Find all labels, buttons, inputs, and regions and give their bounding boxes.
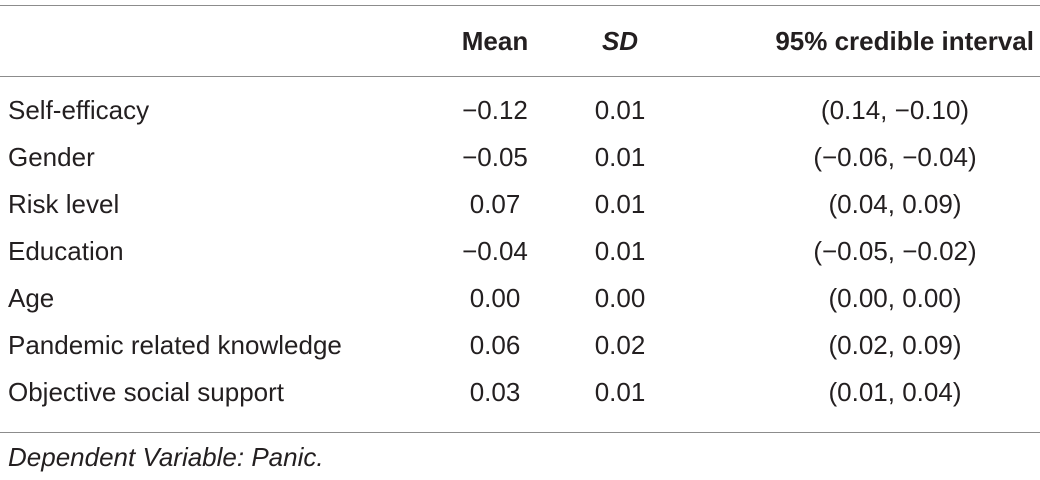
cell-variable: Age bbox=[8, 283, 55, 313]
cell-sd: 0.00 bbox=[594, 283, 646, 313]
table-row: Education −0.04 0.01 (−0.05, −0.02) bbox=[0, 228, 1040, 275]
table-row: Objective social support 0.03 0.01 (0.01… bbox=[0, 369, 1040, 416]
header-rule bbox=[0, 76, 1040, 77]
cell-variable: Self-efficacy bbox=[8, 94, 150, 125]
cell-credible-interval: (0.00, 0.00) bbox=[828, 283, 962, 313]
cell-credible-interval: (0.04, 0.09) bbox=[828, 189, 962, 219]
table-row: Gender −0.05 0.01 (−0.06, −0.04) bbox=[0, 134, 1040, 181]
cell-variable: Objective social support bbox=[8, 377, 285, 407]
bottom-rule bbox=[0, 432, 1040, 433]
header-row: Mean SD 95% credible interval bbox=[0, 6, 1040, 76]
cell-credible-interval: (0.14, −0.10) bbox=[820, 94, 970, 125]
cell-mean: 0.06 bbox=[469, 330, 521, 360]
cell-variable: Pandemic related knowledge bbox=[8, 330, 342, 360]
cell-sd: 0.02 bbox=[594, 330, 646, 360]
table-row: Self-efficacy −0.12 0.01 (0.14, −0.10) bbox=[0, 76, 1040, 134]
cell-sd: 0.01 bbox=[594, 94, 646, 125]
table-footnote: Dependent Variable: Panic. bbox=[8, 442, 324, 472]
cell-credible-interval: (−0.05, −0.02) bbox=[813, 236, 977, 266]
cell-mean: −0.12 bbox=[462, 94, 528, 125]
cell-sd: 0.01 bbox=[594, 142, 646, 172]
header-mean: Mean bbox=[461, 25, 529, 56]
header-sd: SD bbox=[601, 25, 639, 56]
cell-mean: −0.04 bbox=[462, 236, 528, 266]
table-row: Risk level 0.07 0.01 (0.04, 0.09) bbox=[0, 181, 1040, 228]
top-rule bbox=[0, 5, 1040, 6]
cell-mean: 0.00 bbox=[469, 283, 521, 313]
cell-mean: −0.05 bbox=[462, 142, 528, 172]
cell-credible-interval: (−0.06, −0.04) bbox=[813, 142, 977, 172]
cell-variable: Education bbox=[8, 236, 124, 266]
cell-credible-interval: (0.01, 0.04) bbox=[828, 377, 962, 407]
cell-sd: 0.01 bbox=[594, 377, 646, 407]
cell-sd: 0.01 bbox=[594, 236, 646, 266]
table-row: Age 0.00 0.00 (0.00, 0.00) bbox=[0, 275, 1040, 322]
cell-credible-interval: (0.02, 0.09) bbox=[828, 330, 962, 360]
table-row: Pandemic related knowledge 0.06 0.02 (0.… bbox=[0, 322, 1040, 369]
cell-variable: Gender bbox=[8, 142, 95, 172]
header-variable bbox=[0, 6, 430, 76]
header-credible-interval: 95% credible interval bbox=[775, 25, 1034, 56]
results-table: Mean SD 95% credible interval Self-effic… bbox=[0, 6, 1040, 416]
cell-sd: 0.01 bbox=[594, 189, 646, 219]
cell-mean: 0.07 bbox=[469, 189, 521, 219]
cell-mean: 0.03 bbox=[469, 377, 521, 407]
cell-variable: Risk level bbox=[8, 189, 120, 219]
